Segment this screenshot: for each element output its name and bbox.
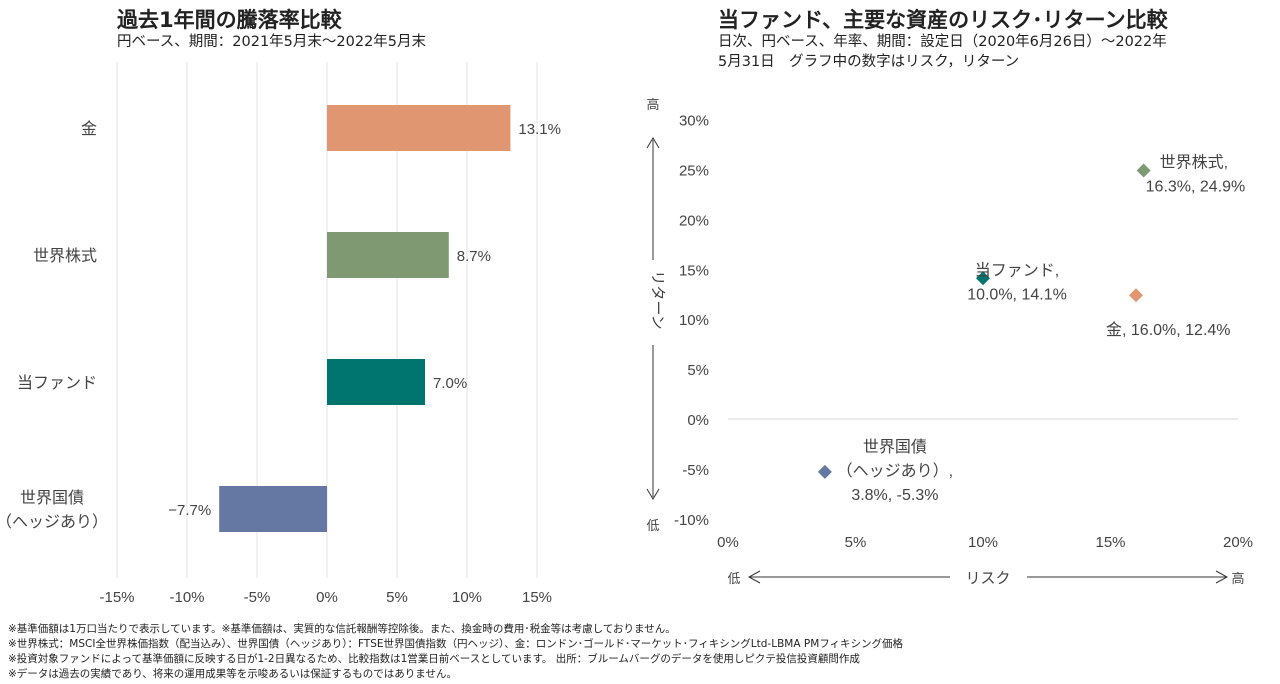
data-point-label: 3.8%, -5.3% <box>851 487 938 504</box>
y-tick-label: 15% <box>679 262 709 279</box>
bar <box>327 105 511 151</box>
x-tick-label: 15% <box>1095 534 1125 551</box>
data-point-label: （ヘッジあり）, <box>837 462 953 480</box>
y-axis-low-label: 低 <box>646 518 659 533</box>
data-label: 13.1% <box>518 121 561 138</box>
x-tick-label: 15% <box>522 589 552 606</box>
x-axis-high-label: 高 <box>1231 571 1244 586</box>
data-point-label: 10.0%, 14.1% <box>967 286 1067 303</box>
data-point-label: 世界株式, <box>1160 153 1228 171</box>
data-label: −7.7% <box>168 502 211 519</box>
y-tick-label: 0% <box>687 412 709 429</box>
x-tick-label: -5% <box>244 589 271 606</box>
data-point-diamond <box>817 464 832 479</box>
footnote: ※データは過去の実績であり、将来の運用成果等を示唆あるいは保証するものではありま… <box>8 668 457 680</box>
y-axis-high-label: 高 <box>646 97 659 112</box>
footnotes: ※基準価額は1万口当たりで表示しています。※基準価額は、実質的な信託報酬等控除後… <box>8 622 903 682</box>
bar-chart-subtitle: 円ベース、期間：2021年5月末～2022年5月末 <box>117 34 427 50</box>
x-axis-low-label: 低 <box>727 571 740 586</box>
data-point-diamond <box>1136 163 1151 178</box>
footnote: ※世界株式：MSCI全世界株価指数（配当込み）、世界国債（ヘッジあり）：FTSE… <box>8 638 904 650</box>
bar-chart-title: 過去1年間の騰落率比較 <box>117 8 342 32</box>
y-tick-label: -10% <box>674 512 709 529</box>
x-tick-label: 5% <box>845 534 867 551</box>
x-tick-label: -15% <box>99 589 134 606</box>
footnote: ※投資対象ファンドによって基準価額に反映する日が1-2日異なるため、比較指数は1… <box>8 653 860 665</box>
category-label: 世界株式 <box>33 247 97 265</box>
data-point-diamond <box>1129 288 1143 303</box>
category-label: 当ファンド <box>17 374 97 392</box>
x-axis-label: リスク <box>965 570 1010 587</box>
data-point-label: 16.3%, 24.9% <box>1146 178 1246 195</box>
x-tick-label: 10% <box>452 589 482 606</box>
x-tick-label: 0% <box>316 589 338 606</box>
x-tick-label: 20% <box>1223 534 1253 551</box>
category-label: （ヘッジあり） <box>0 513 108 531</box>
y-tick-label: -5% <box>682 462 709 479</box>
bar <box>219 486 327 532</box>
scatter-chart-title: 当ファンド、主要な資産のリスク･リターン比較 <box>718 8 1168 32</box>
data-point-diamond <box>976 271 990 286</box>
y-tick-label: 5% <box>687 362 709 379</box>
arrow-left-icon <box>747 570 761 584</box>
scatter-chart-subtitle-1: 日次、円ベース、年率、期間：設定日（2020年6月26日）～2022年 <box>718 34 1167 50</box>
category-label: 金 <box>81 120 97 138</box>
y-tick-label: 20% <box>679 212 709 229</box>
footnote: ※基準価額は1万口当たりで表示しています。※基準価額は、実質的な信託報酬等控除後… <box>8 623 676 635</box>
arrow-right-icon <box>1215 570 1229 584</box>
data-point-label: 当ファンド, <box>975 261 1059 279</box>
data-label: 7.0% <box>433 375 467 392</box>
bar <box>327 232 449 278</box>
x-tick-label: -10% <box>169 589 204 606</box>
arrow-up-icon <box>646 137 660 149</box>
bar <box>327 359 425 405</box>
arrow-down-icon <box>646 488 660 500</box>
y-tick-label: 30% <box>679 113 709 130</box>
scatter-chart-subtitle-2: 5月31日 グラフ中の数字はリスク，リターン <box>718 54 1020 70</box>
x-tick-label: 5% <box>386 589 408 606</box>
data-point-label: 金, 16.0%, 12.4% <box>1106 321 1231 339</box>
x-tick-label: 10% <box>968 534 998 551</box>
category-label: 世界国債 <box>20 489 84 507</box>
y-tick-label: 10% <box>679 312 709 329</box>
data-point-label: 世界国債 <box>863 438 927 456</box>
y-tick-label: 25% <box>679 163 709 180</box>
y-axis-label: リターン <box>649 270 666 329</box>
x-tick-label: 0% <box>717 534 739 551</box>
data-label: 8.7% <box>457 248 491 265</box>
